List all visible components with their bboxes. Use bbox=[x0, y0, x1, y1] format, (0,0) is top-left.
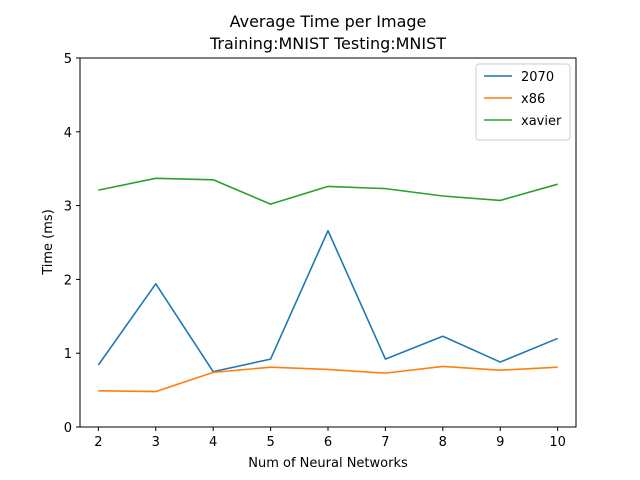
series-line-xavier bbox=[98, 177, 558, 205]
x-tick-label: 8 bbox=[439, 435, 447, 450]
y-axis-label: Time (ms) bbox=[41, 209, 56, 276]
chart-subtitle: Training:MNIST Testing:MNIST bbox=[209, 34, 446, 53]
legend-box bbox=[475, 63, 571, 141]
plot-content bbox=[97, 177, 558, 393]
legend-label: xavier bbox=[521, 114, 562, 129]
x-tick-label: 10 bbox=[549, 435, 566, 450]
series-line-2070 bbox=[97, 229, 558, 373]
x-axis: 2 3 4 5 6 7 8 9 10 bbox=[94, 427, 566, 450]
y-axis: 0 1 2 3 4 5 bbox=[64, 52, 80, 436]
y-tick-label: 5 bbox=[64, 52, 72, 67]
y-tick-label: 4 bbox=[64, 126, 72, 141]
y-tick-label: 2 bbox=[64, 273, 72, 288]
x-tick-label: 7 bbox=[381, 435, 389, 450]
legend-label: 2070 bbox=[521, 70, 554, 85]
y-tick-label: 1 bbox=[64, 347, 72, 362]
x-tick-label: 3 bbox=[152, 435, 160, 450]
x-tick-label: 5 bbox=[266, 435, 274, 450]
series-line-x86 bbox=[98, 365, 558, 393]
legend: 2070 x86 xavier bbox=[475, 63, 571, 141]
chart-title: Average Time per Image bbox=[230, 12, 427, 31]
x-tick-label: 6 bbox=[324, 435, 332, 450]
x-axis-label: Num of Neural Networks bbox=[248, 456, 408, 471]
x-tick-label: 4 bbox=[209, 435, 217, 450]
y-tick-label: 3 bbox=[64, 200, 72, 215]
x-tick-label: 2 bbox=[94, 435, 102, 450]
y-tick-label: 0 bbox=[64, 421, 72, 436]
x-tick-label: 9 bbox=[496, 435, 504, 450]
legend-label: x86 bbox=[521, 92, 545, 107]
